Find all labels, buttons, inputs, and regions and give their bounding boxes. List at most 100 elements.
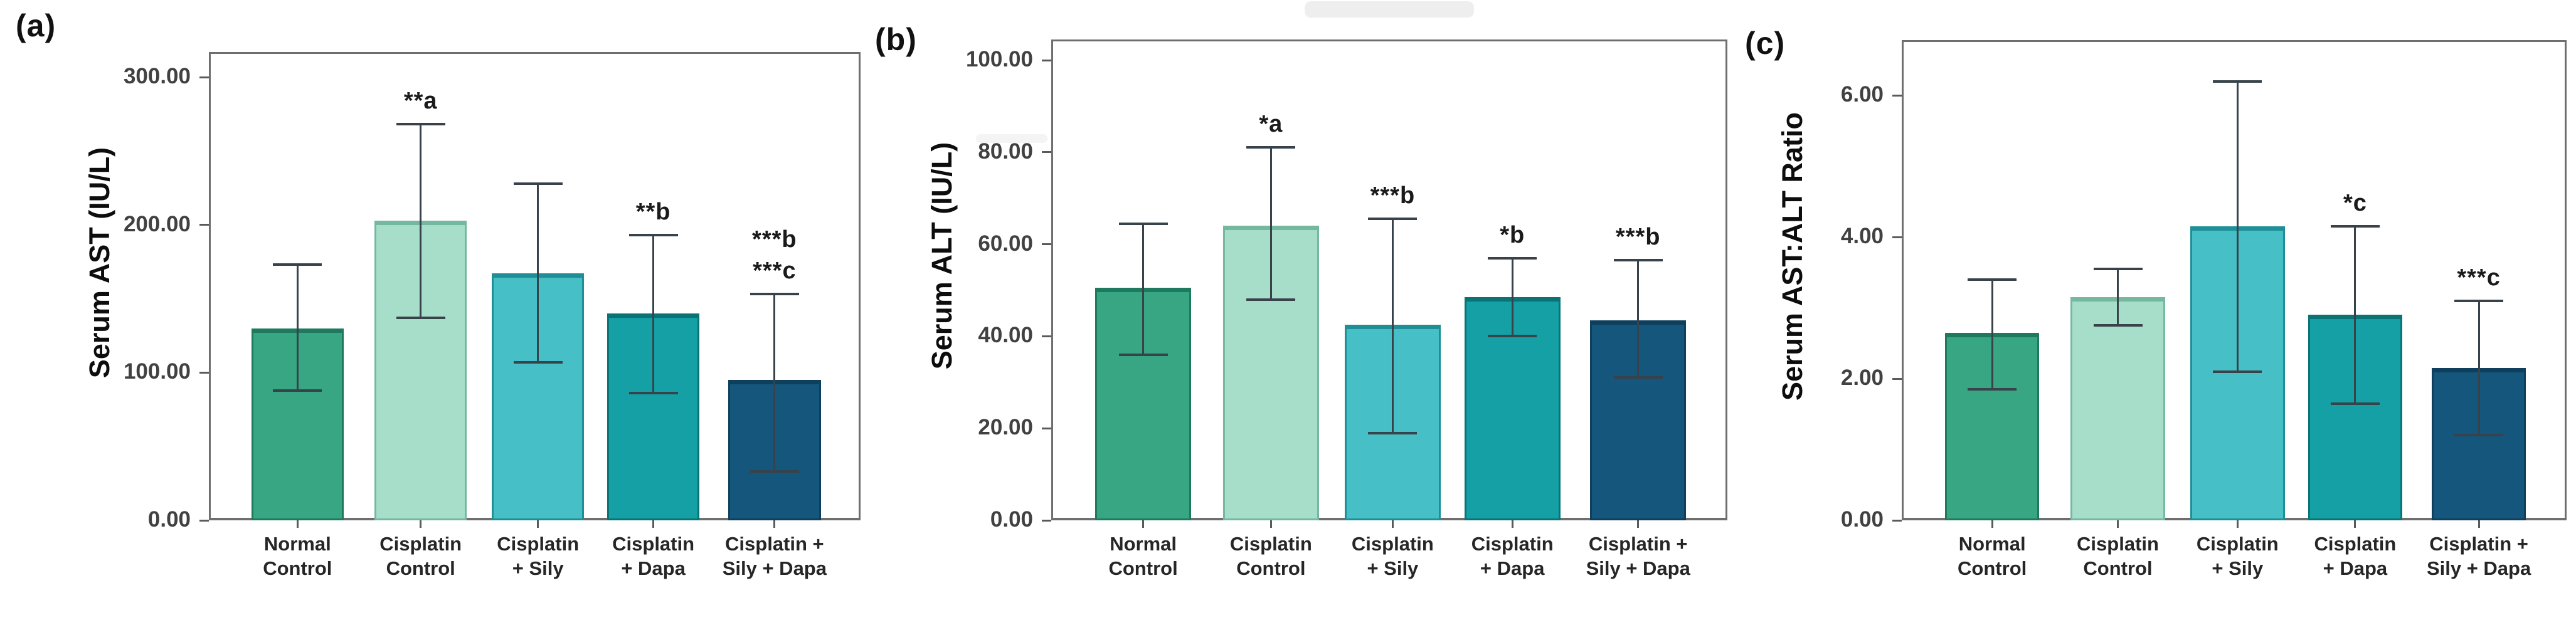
category-label: Cisplatin Control [342, 532, 499, 581]
category-label-line: Control [386, 557, 455, 579]
category-label-line: + Sily [2212, 557, 2264, 579]
y-tick-label: 40.00 [978, 323, 1033, 348]
significance-annotation: *c [2343, 187, 2367, 219]
error-bar-cap-bottom [2093, 324, 2143, 327]
category-label-line: Control [1108, 557, 1178, 579]
significance-annotation-line: ***b [1370, 182, 1416, 209]
category-label-line: Cisplatin [612, 533, 695, 555]
significance-annotation-line: ***b [1615, 224, 1661, 251]
significance-annotation: ***b [1616, 221, 1661, 253]
category-label: Normal Control [1914, 532, 2070, 581]
bar-cisplatin-sily-dapa [1590, 320, 1687, 520]
category-label: Normal Control [1065, 532, 1222, 581]
error-bar-cap-top [628, 234, 678, 237]
error-bar-cap-top [1368, 218, 1418, 221]
error-bar-whisker [2354, 226, 2356, 404]
error-bar-whisker [1511, 258, 1513, 337]
panel-letter-b: (b) [875, 22, 917, 57]
error-bar-cap-top [1613, 259, 1663, 262]
error-bar-cap-bottom [1368, 431, 1418, 434]
error-bar-cap-bottom [396, 317, 445, 320]
category-label-line: Sily + Dapa [722, 557, 827, 579]
category-label: Cisplatin + Sily [460, 532, 617, 581]
y-tick-mark [1042, 335, 1051, 337]
error-bar-cap-bottom [2330, 402, 2380, 405]
y-tick-label: 2.00 [1840, 365, 1884, 391]
category-label-line: Control [2083, 557, 2153, 579]
y-tick-mark [199, 224, 209, 226]
category-label-line: Normal [1110, 533, 1177, 555]
significance-annotation: ***c [2457, 262, 2501, 293]
error-bar-whisker [2236, 81, 2239, 372]
y-tick-mark [1042, 427, 1051, 429]
category-label-line: Control [1958, 557, 2027, 579]
error-bar-cap-top [1246, 146, 1296, 149]
y-tick-label: 6.00 [1840, 82, 1884, 107]
error-bar-whisker [420, 124, 422, 318]
scan-artifact-smudge [1305, 1, 1474, 18]
x-tick-mark [1637, 520, 1640, 528]
x-tick-mark [1511, 520, 1513, 528]
category-label: Cisplatin + Dapa [575, 532, 732, 581]
error-bar-cap-bottom [1118, 353, 1168, 356]
significance-annotation: **b [636, 196, 671, 228]
category-label-line: Normal [1958, 533, 2026, 555]
y-tick-mark [1892, 94, 1902, 97]
error-bar-cap-top [2213, 80, 2262, 83]
category-label-line: Sily + Dapa [1586, 557, 1690, 579]
y-tick-mark [199, 519, 209, 522]
y-tick-label: 80.00 [978, 139, 1033, 164]
x-tick-mark [1391, 520, 1394, 528]
y-tick-mark [1892, 519, 1902, 522]
x-tick-mark [1991, 520, 1993, 528]
error-bar-cap-bottom [1968, 387, 2017, 391]
y-tick-label: 300.00 [123, 64, 191, 89]
category-label-line: Cisplatin [497, 533, 580, 555]
error-bar-whisker [296, 265, 299, 391]
error-bar-cap-top [513, 182, 563, 185]
y-tick-label: 4.00 [1840, 224, 1884, 249]
category-label: Cisplatin + Sily + Dapa [2400, 532, 2557, 581]
error-bar-cap-top [2330, 225, 2380, 228]
category-label-line: Cisplatin [1351, 533, 1434, 555]
error-bar-whisker [1991, 279, 1993, 389]
x-tick-mark [2354, 520, 2356, 528]
category-label-line: + Dapa [621, 557, 686, 579]
y-tick-label: 200.00 [123, 211, 191, 236]
significance-annotation-line: **a [403, 88, 438, 115]
y-tick-mark [1042, 151, 1051, 154]
x-tick-mark [1142, 520, 1145, 528]
x-tick-mark [2117, 520, 2119, 528]
category-label: Cisplatin Control [2040, 532, 2197, 581]
x-tick-mark [420, 520, 422, 528]
significance-annotation: ***b [1370, 180, 1416, 211]
significance-annotation: **a [404, 85, 438, 117]
significance-annotation-line: *b [1500, 221, 1525, 248]
error-bar-cap-top [1118, 222, 1168, 225]
error-bar-whisker [773, 294, 776, 472]
category-label-line: Cisplatin [379, 533, 462, 555]
y-tick-mark [199, 76, 209, 78]
x-tick-mark [2478, 520, 2480, 528]
error-bar-whisker [537, 183, 539, 362]
category-label-line: Cisplatin + [725, 533, 824, 555]
x-tick-mark [537, 520, 539, 528]
category-label-line: + Sily [1367, 557, 1419, 579]
y-tick-label: 0.00 [147, 507, 191, 532]
error-bar-whisker [1637, 260, 1640, 378]
error-bar-cap-bottom [273, 389, 322, 392]
x-tick-mark [1269, 520, 1272, 528]
category-label: Cisplatin + Dapa [1434, 532, 1591, 581]
category-label-line: Control [263, 557, 332, 579]
error-bar-cap-top [1968, 278, 2017, 281]
error-bar-whisker [1391, 219, 1394, 433]
category-label-line: Cisplatin [1471, 533, 1554, 555]
error-bar-whisker [2478, 300, 2480, 436]
category-label: Cisplatin Control [1192, 532, 1349, 581]
y-axis-title-2: Serum AST:ALT Ratio [1776, 112, 1808, 401]
category-label-line: Cisplatin + [1588, 533, 1688, 555]
bar-cisplatin-control [2070, 297, 2165, 520]
y-tick-label: 60.00 [978, 231, 1033, 256]
significance-annotation: *b [1500, 219, 1525, 251]
